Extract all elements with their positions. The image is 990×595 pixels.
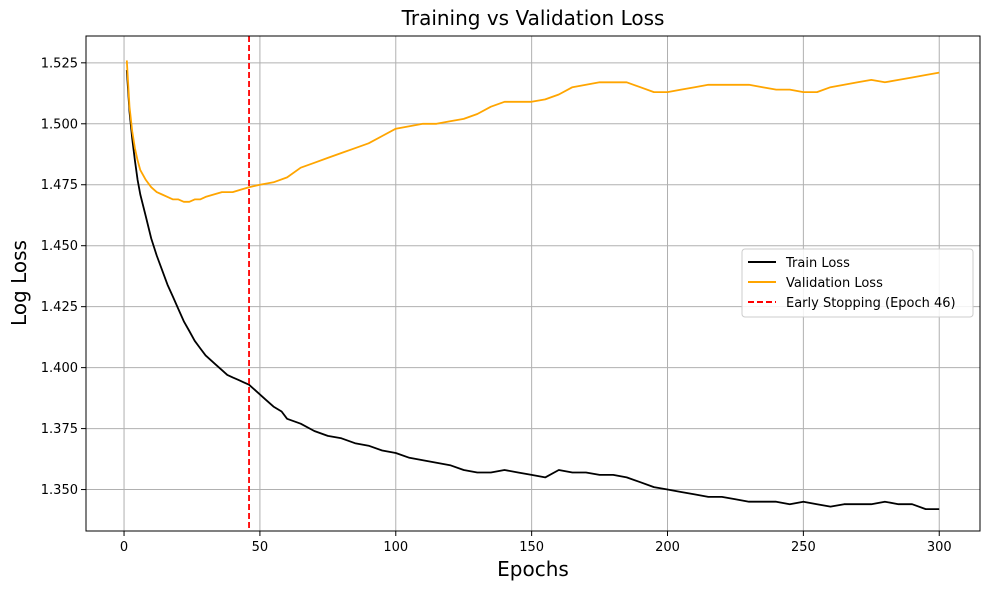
x-tick-label: 200: [655, 540, 680, 555]
y-tick-label: 1.450: [41, 239, 78, 254]
series-line-validation-loss: [125, 60, 940, 203]
series-line-train-loss: [125, 70, 940, 511]
chart-title: Training vs Validation Loss: [401, 6, 665, 30]
y-tick-label: 1.475: [41, 178, 78, 193]
series-layer: [125, 36, 940, 531]
y-axis-label: Log Loss: [7, 240, 31, 326]
y-tick-label: 1.400: [41, 361, 78, 376]
x-tick-label: 50: [252, 540, 269, 555]
y-tick-label: 1.525: [41, 56, 78, 71]
tick-layer: 0 50 100 150 200 250 300 1.350 1.375 1.400 1.425 1.…: [41, 56, 952, 555]
legend-label-train: Train Loss: [785, 256, 850, 271]
y-tick-label: 1.500: [41, 117, 78, 132]
y-tick-label: 1.350: [41, 483, 78, 498]
x-tick-label: 100: [383, 540, 408, 555]
x-tick-label: 0: [120, 540, 128, 555]
legend-label-early-stopping: Early Stopping (Epoch 46): [786, 296, 956, 311]
x-tick-label: 150: [519, 540, 544, 555]
legend: Train Loss Validation Loss Early Stoppin…: [741, 248, 974, 318]
legend-label-validation: Validation Loss: [786, 276, 883, 291]
axes-frame: [85, 35, 981, 532]
x-tick-label: 300: [927, 540, 952, 555]
x-tick-label: 250: [791, 540, 816, 555]
y-tick-label: 1.425: [41, 300, 78, 315]
legend-box: [741, 248, 974, 318]
y-tick-label: 1.375: [41, 422, 78, 437]
x-axis-label: Epochs: [497, 557, 569, 581]
